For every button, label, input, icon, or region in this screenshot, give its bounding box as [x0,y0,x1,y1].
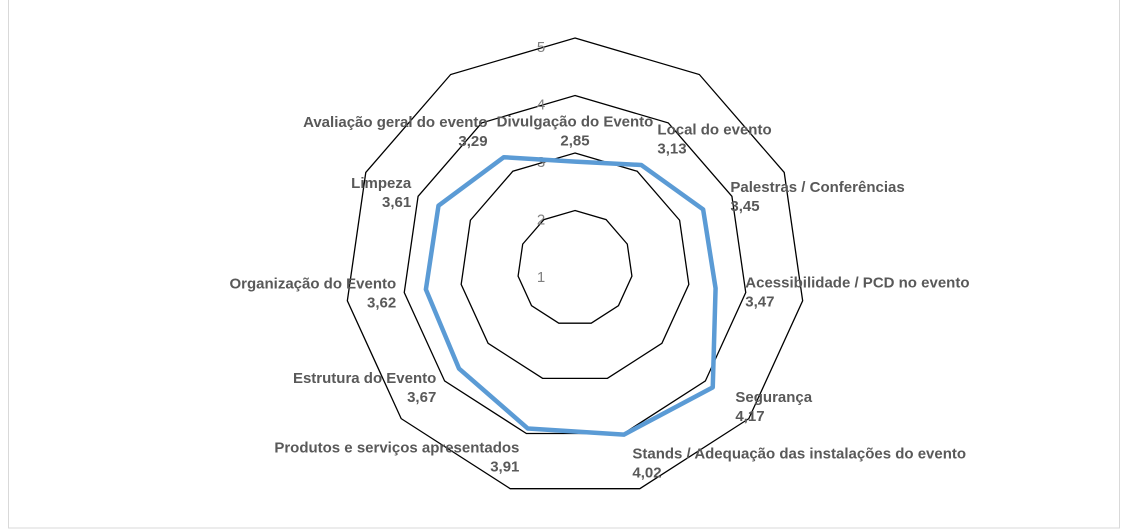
value-label: 3,45 [730,198,759,215]
r-tick-label: 5 [537,39,545,56]
category-label: Limpeza [351,175,412,192]
value-label: 4,02 [632,464,661,481]
value-label: 4,17 [735,408,764,425]
category-label: Estrutura do Evento [293,370,436,387]
category-label: Local do evento [657,122,771,139]
category-label: Stands / Adequação das instalações do ev… [632,445,966,462]
category-label: Segurança [735,389,812,406]
grid-ring [346,37,804,490]
value-label: 2,85 [560,133,589,150]
value-label: 3,47 [745,293,774,310]
r-tick-label: 1 [537,269,545,286]
category-label: Organização do Evento [229,276,396,293]
chart-border [8,0,1120,529]
category-label: Produtos e serviços apresentados [274,439,519,456]
r-tick-label: 3 [537,154,545,171]
category-label: Palestras / Conferências [730,179,904,196]
category-label: Avaliação geral do evento [303,114,488,131]
value-label: 3,29 [458,133,487,150]
r-tick-label: 2 [537,211,545,228]
grid-ring [460,152,690,379]
grid-ring [517,209,633,324]
category-label: Acessibilidade / PCD no evento [745,274,969,291]
data-line [423,154,718,437]
value-label: 3,91 [490,458,519,475]
r-tick-label: 4 [537,96,545,113]
category-label: Divulgação do Evento [497,114,654,131]
value-label: 3,67 [407,389,436,406]
value-label: 3,13 [657,141,686,158]
value-label: 3,61 [382,194,411,211]
value-label: 3,62 [367,295,396,312]
